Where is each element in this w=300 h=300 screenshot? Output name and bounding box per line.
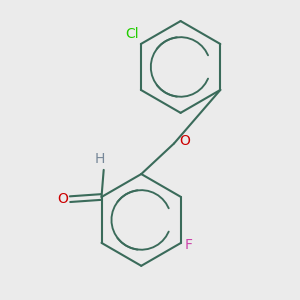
Text: F: F [184, 238, 193, 252]
Text: O: O [179, 134, 190, 148]
Text: O: O [57, 192, 68, 206]
Text: Cl: Cl [125, 26, 139, 40]
Text: H: H [95, 152, 105, 167]
